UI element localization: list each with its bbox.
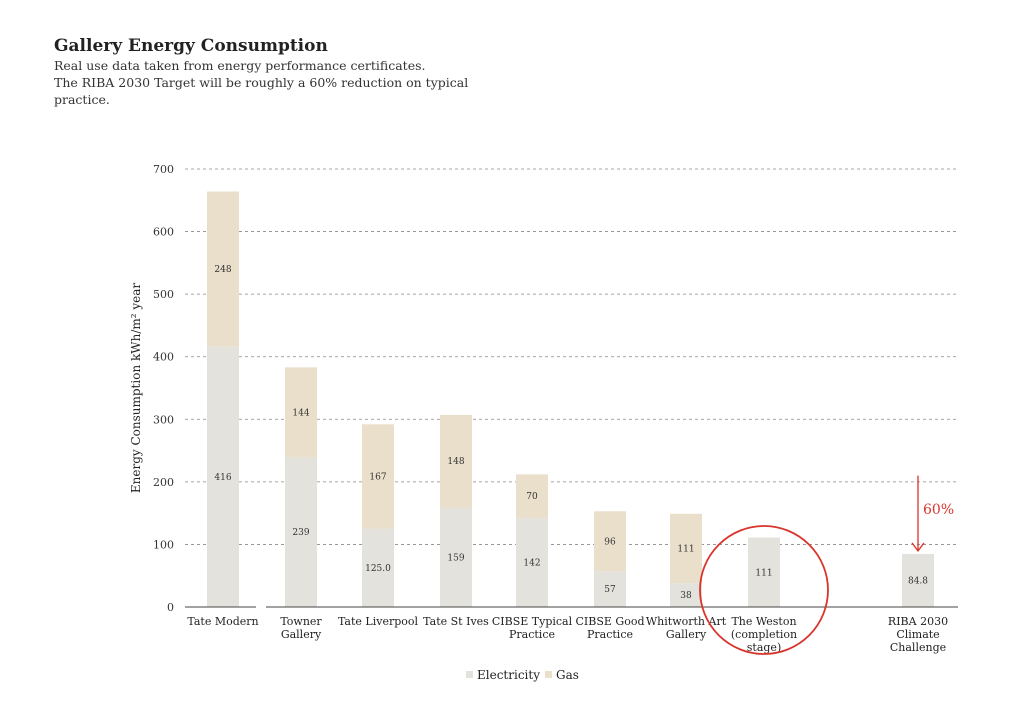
- bar-electricity-3: [440, 507, 472, 607]
- y-tick-label-600: 600: [153, 226, 174, 239]
- data-label-gas-1: 144: [292, 408, 309, 418]
- y-tick-label-700: 700: [153, 163, 174, 176]
- bar-electricity-7: [748, 537, 780, 607]
- bar-gas-2: [362, 424, 394, 529]
- bar-gas-4: [516, 474, 548, 519]
- x-tick-label-5-1: Practice: [587, 628, 633, 641]
- bar-gas-0: [207, 191, 239, 347]
- bar-electricity-6: [670, 583, 702, 607]
- legend-label-gas: Gas: [556, 668, 579, 682]
- y-tick-label-400: 400: [153, 351, 174, 364]
- data-label-gas-0: 248: [214, 265, 231, 275]
- data-label-electricity-8: 84.8: [908, 576, 928, 586]
- subtitle-line-2: The RIBA 2030 Target will be roughly a 6…: [54, 75, 469, 90]
- data-label-electricity-1: 239: [292, 528, 309, 538]
- x-tick-label-1-0: Towner: [280, 615, 322, 628]
- legend-swatch-electricity: [466, 671, 473, 678]
- data-label-gas-2: 167: [369, 473, 386, 483]
- data-label-electricity-6: 38: [680, 591, 692, 601]
- y-tick-label-100: 100: [153, 538, 174, 551]
- data-label-electricity-5: 57: [604, 585, 616, 595]
- data-label-gas-5: 96: [604, 537, 616, 547]
- x-tick-label-4-0: CIBSE Typical: [492, 615, 573, 628]
- x-tick-label-8-2: Challenge: [890, 641, 946, 654]
- y-axis-label: Energy Consumption kWh/m² year: [129, 283, 143, 494]
- x-tick-label-6-1: Gallery: [666, 628, 707, 641]
- data-label-electricity-2: 125.0: [365, 564, 391, 574]
- legend-label-electricity: Electricity: [477, 668, 540, 682]
- y-tick-label-200: 200: [153, 476, 174, 489]
- data-label-electricity-0: 416: [214, 473, 231, 483]
- data-label-electricity-4: 142: [523, 559, 540, 569]
- data-label-gas-3: 148: [447, 457, 464, 467]
- x-tick-label-8-1: Climate: [896, 628, 939, 641]
- bar-gas-3: [440, 414, 472, 508]
- y-tick-label-500: 500: [153, 288, 174, 301]
- x-tick-label-1-1: Gallery: [281, 628, 322, 641]
- reduction-arrow-head: [911, 542, 925, 553]
- x-tick-label-6-0: Whitworth Art: [646, 615, 727, 628]
- data-label-gas-4: 70: [526, 492, 538, 502]
- bar-gas-6: [670, 513, 702, 584]
- subtitle-line-3: practice.: [54, 92, 110, 107]
- bar-electricity-4: [516, 518, 548, 607]
- data-label-electricity-3: 159: [447, 553, 464, 563]
- x-tick-label-7-0: The Weston: [731, 615, 796, 628]
- highlight-circle: [699, 525, 829, 655]
- subtitle-line-1: Real use data taken from energy performa…: [54, 58, 426, 73]
- x-tick-label-7-2: stage): [747, 641, 781, 654]
- reduction-label: 60%: [923, 502, 954, 518]
- x-tick-label-7-1: (completion: [731, 628, 797, 641]
- legend-swatch-gas: [545, 671, 552, 678]
- bar-gas-1: [285, 367, 317, 458]
- data-label-electricity-7: 111: [755, 568, 772, 578]
- x-tick-label-2-0: Tate Liverpool: [338, 615, 419, 628]
- bar-electricity-8: [902, 553, 934, 607]
- x-tick-label-4-1: Practice: [509, 628, 555, 641]
- bar-electricity-2: [362, 528, 394, 607]
- data-label-gas-6: 111: [677, 544, 694, 554]
- bar-electricity-5: [594, 571, 626, 607]
- bar-electricity-0: [207, 346, 239, 607]
- x-tick-label-3-0: Tate St Ives: [423, 615, 489, 628]
- chart-title: Gallery Energy Consumption: [54, 36, 328, 56]
- y-tick-label-300: 300: [153, 413, 174, 426]
- x-tick-label-0-0: Tate Modern: [187, 615, 258, 628]
- y-tick-label-0: 0: [167, 601, 174, 614]
- bar-gas-5: [594, 511, 626, 572]
- bar-electricity-1: [285, 457, 317, 607]
- x-tick-label-8-0: RIBA 2030: [888, 615, 948, 628]
- x-tick-label-5-0: CIBSE Good: [576, 615, 645, 628]
